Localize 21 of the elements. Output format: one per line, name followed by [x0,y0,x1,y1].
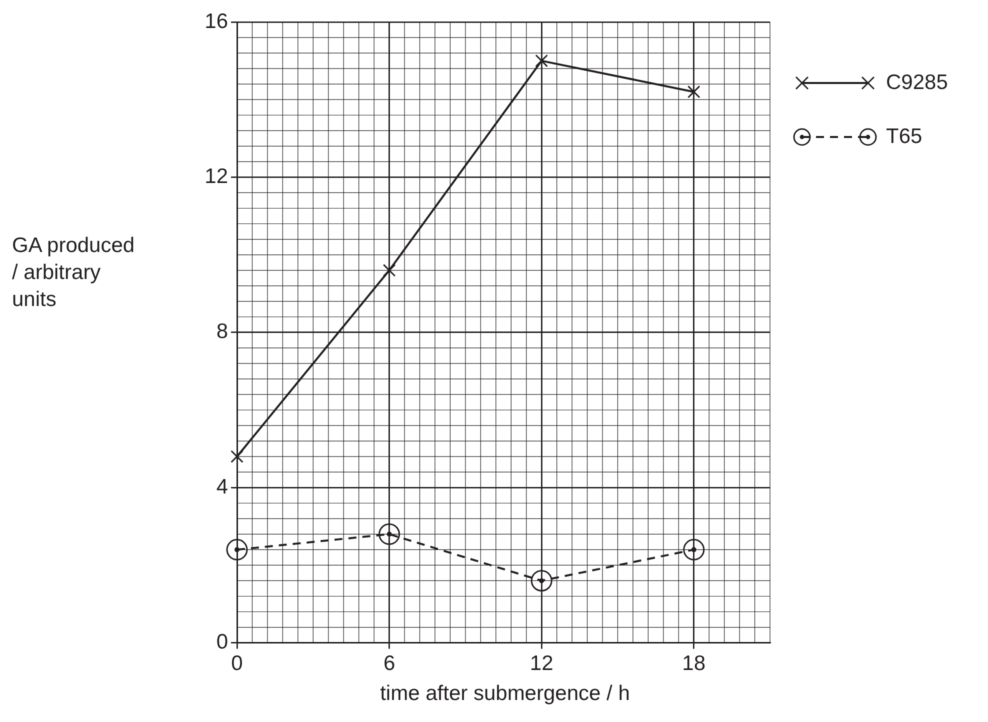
y-tick-label: 4 [216,475,228,498]
x-tick-label: 18 [682,652,706,676]
point [530,570,552,592]
legend-label: T65 [886,125,922,149]
x-tick-label: 12 [530,652,554,676]
x-tick-label: 0 [231,652,243,676]
x-tick-label: 6 [383,652,396,676]
y-axis-title: GA produced / arbitrary units [12,233,135,313]
y-tick-label: 0 [216,630,228,654]
point [382,264,396,277]
y-tick-label: 8 [216,320,228,344]
point [535,54,548,68]
y-tick-label: 12 [204,164,228,188]
x-axis-title: time after submergence / h [379,682,631,706]
point [378,523,400,545]
legend-label: C9285 [886,71,948,95]
y-tick-label: 16 [204,10,228,33]
point [226,538,248,560]
point [687,85,700,98]
point [230,450,244,463]
point [683,538,705,560]
